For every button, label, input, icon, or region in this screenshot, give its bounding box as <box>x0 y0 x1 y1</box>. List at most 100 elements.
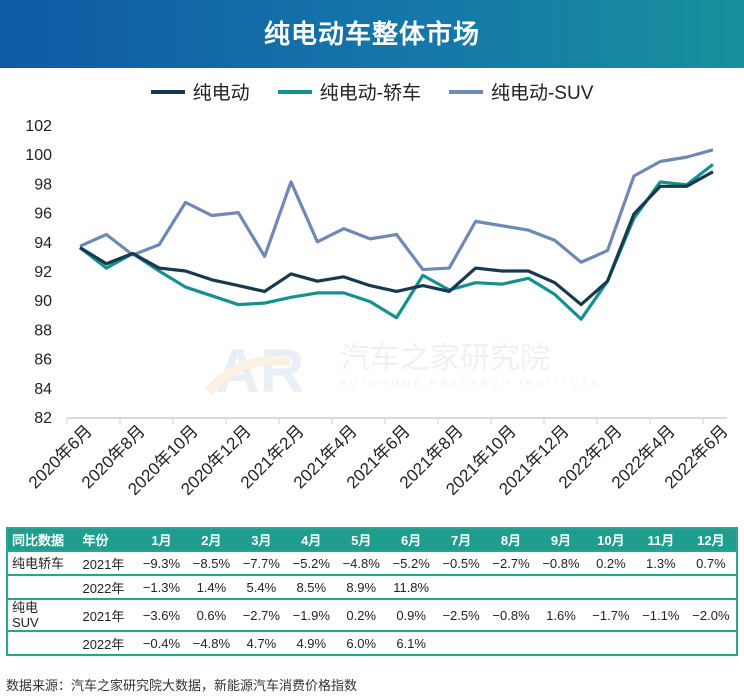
header-cell: 1月 <box>136 528 187 551</box>
y-tick-label: 92 <box>34 264 52 281</box>
series-line <box>79 170 714 307</box>
header-cell: 10月 <box>585 528 636 551</box>
value-cell: 0.7% <box>685 550 737 575</box>
year-cell: 2022年 <box>78 574 137 599</box>
value-cell <box>536 574 586 599</box>
value-cell: −9.3% <box>136 550 187 575</box>
legend-label: 纯电动 <box>192 83 250 104</box>
header-cell: 6月 <box>386 528 437 551</box>
legend-item: 纯电动-轿车 <box>277 78 421 105</box>
value-cell <box>685 630 737 655</box>
table-row: 纯电 SUV 2021年 −3.6% 0.6% −2.7% −1.9% 0.2% 0.9% −2… <box>7 598 737 631</box>
header-cell: 年份 <box>78 528 137 551</box>
y-tick-label: 90 <box>34 293 52 310</box>
y-tick-label: 96 <box>34 206 52 223</box>
legend-swatch <box>448 89 483 94</box>
value-cell <box>436 574 487 599</box>
value-cell: −5.2% <box>286 550 337 575</box>
value-cell: 8.9% <box>336 574 387 599</box>
value-cell <box>585 630 636 655</box>
series-line <box>79 148 714 272</box>
value-cell <box>635 574 686 599</box>
table-row: 纯电轿车 2021年 −9.3% −8.5% −7.7% −5.2% −4.8% −5.2% −… <box>7 550 737 575</box>
value-cell: −2.5% <box>436 598 487 631</box>
value-cell: 0.2% <box>336 598 387 631</box>
group-cell: 纯电轿车 <box>7 550 79 575</box>
value-cell: 1.6% <box>536 598 586 631</box>
year-cell: 2021年 <box>78 550 137 575</box>
value-cell: −0.8% <box>536 550 586 575</box>
yoy-table: 同比数据 年份 1月 2月 3月 4月 5月 6月 7月 8月 9月 10月 11月 12月 纯电轿车 202… <box>6 527 738 656</box>
header-cell: 7月 <box>436 528 487 551</box>
legend-item: 纯电动 <box>150 78 250 105</box>
table-row: 2022年 −1.3% 1.4% 5.4% 8.5% 8.9% 11.8% <box>7 574 737 599</box>
group-cell <box>7 630 79 655</box>
table-header: 同比数据 年份 1月 2月 3月 4月 5月 6月 7月 8月 9月 10月 11月 12月 <box>7 528 737 551</box>
value-cell: 11.8% <box>386 574 437 599</box>
group-cell: 纯电 SUV <box>7 598 79 631</box>
year-cell: 2022年 <box>78 630 137 655</box>
value-cell <box>486 630 536 655</box>
series-line <box>79 163 714 321</box>
value-cell <box>585 574 636 599</box>
value-cell: 5.4% <box>236 574 287 599</box>
legend-label: 纯电动-SUV <box>490 83 594 104</box>
value-cell: 1.4% <box>186 574 237 599</box>
value-cell <box>536 630 586 655</box>
value-cell: −1.7% <box>585 598 636 631</box>
value-cell: −0.4% <box>136 630 187 655</box>
year-cell: 2021年 <box>78 598 137 631</box>
page-title: 纯电动车整体市场 <box>0 0 744 68</box>
value-cell: −1.9% <box>286 598 337 631</box>
value-cell <box>486 574 536 599</box>
y-tick-label: 88 <box>34 322 52 339</box>
value-cell: −8.5% <box>186 550 237 575</box>
value-cell: 4.7% <box>236 630 287 655</box>
header-cell: 2月 <box>186 528 237 551</box>
value-cell: −3.6% <box>136 598 187 631</box>
watermark-text-en: AUTOHOME RESEARCH INSTITUTE <box>340 378 601 388</box>
header-cell: 8月 <box>486 528 536 551</box>
value-cell <box>685 574 737 599</box>
y-tick-label: 102 <box>25 118 52 135</box>
value-cell: −2.7% <box>486 550 536 575</box>
y-tick-label: 98 <box>34 176 52 193</box>
value-cell: −0.5% <box>436 550 487 575</box>
value-cell: −1.1% <box>635 598 686 631</box>
value-cell: 0.2% <box>585 550 636 575</box>
header-cell: 9月 <box>536 528 586 551</box>
value-cell: 8.5% <box>286 574 337 599</box>
value-cell: −0.8% <box>486 598 536 631</box>
header-cell: 11月 <box>635 528 686 551</box>
value-cell: −1.3% <box>136 574 187 599</box>
legend-item: 纯电动-SUV <box>448 78 594 105</box>
value-cell <box>436 630 487 655</box>
y-tick-label: 86 <box>34 352 52 369</box>
header-cell: 4月 <box>286 528 337 551</box>
y-tick-label: 100 <box>25 147 52 164</box>
value-cell: −5.2% <box>386 550 437 575</box>
value-cell: 0.9% <box>386 598 437 631</box>
value-cell: −2.7% <box>236 598 287 631</box>
value-cell: −7.7% <box>236 550 287 575</box>
y-tick-label: 82 <box>34 410 52 427</box>
y-tick-label: 94 <box>34 235 52 252</box>
legend-label: 纯电动-轿车 <box>319 83 421 104</box>
header-cell: 同比数据 <box>7 528 79 551</box>
header-cell: 3月 <box>236 528 287 551</box>
table-row: 2022年 −0.4% −4.8% 4.7% 4.9% 6.0% 6.1% <box>7 630 737 655</box>
value-cell: 1.3% <box>635 550 686 575</box>
legend-swatch <box>150 89 185 94</box>
value-cell: −4.8% <box>186 630 237 655</box>
source-note: 数据来源：汽车之家研究院大数据，新能源汽车消费价格指数 <box>6 678 358 693</box>
header-cell: 12月 <box>685 528 737 551</box>
value-cell <box>635 630 686 655</box>
watermark-text: 汽车之家研究院 <box>340 342 550 375</box>
value-cell: 0.6% <box>186 598 237 631</box>
value-cell: 6.0% <box>336 630 387 655</box>
group-cell <box>7 574 79 599</box>
header-cell: 5月 <box>336 528 387 551</box>
y-tick-label: 84 <box>34 381 52 398</box>
